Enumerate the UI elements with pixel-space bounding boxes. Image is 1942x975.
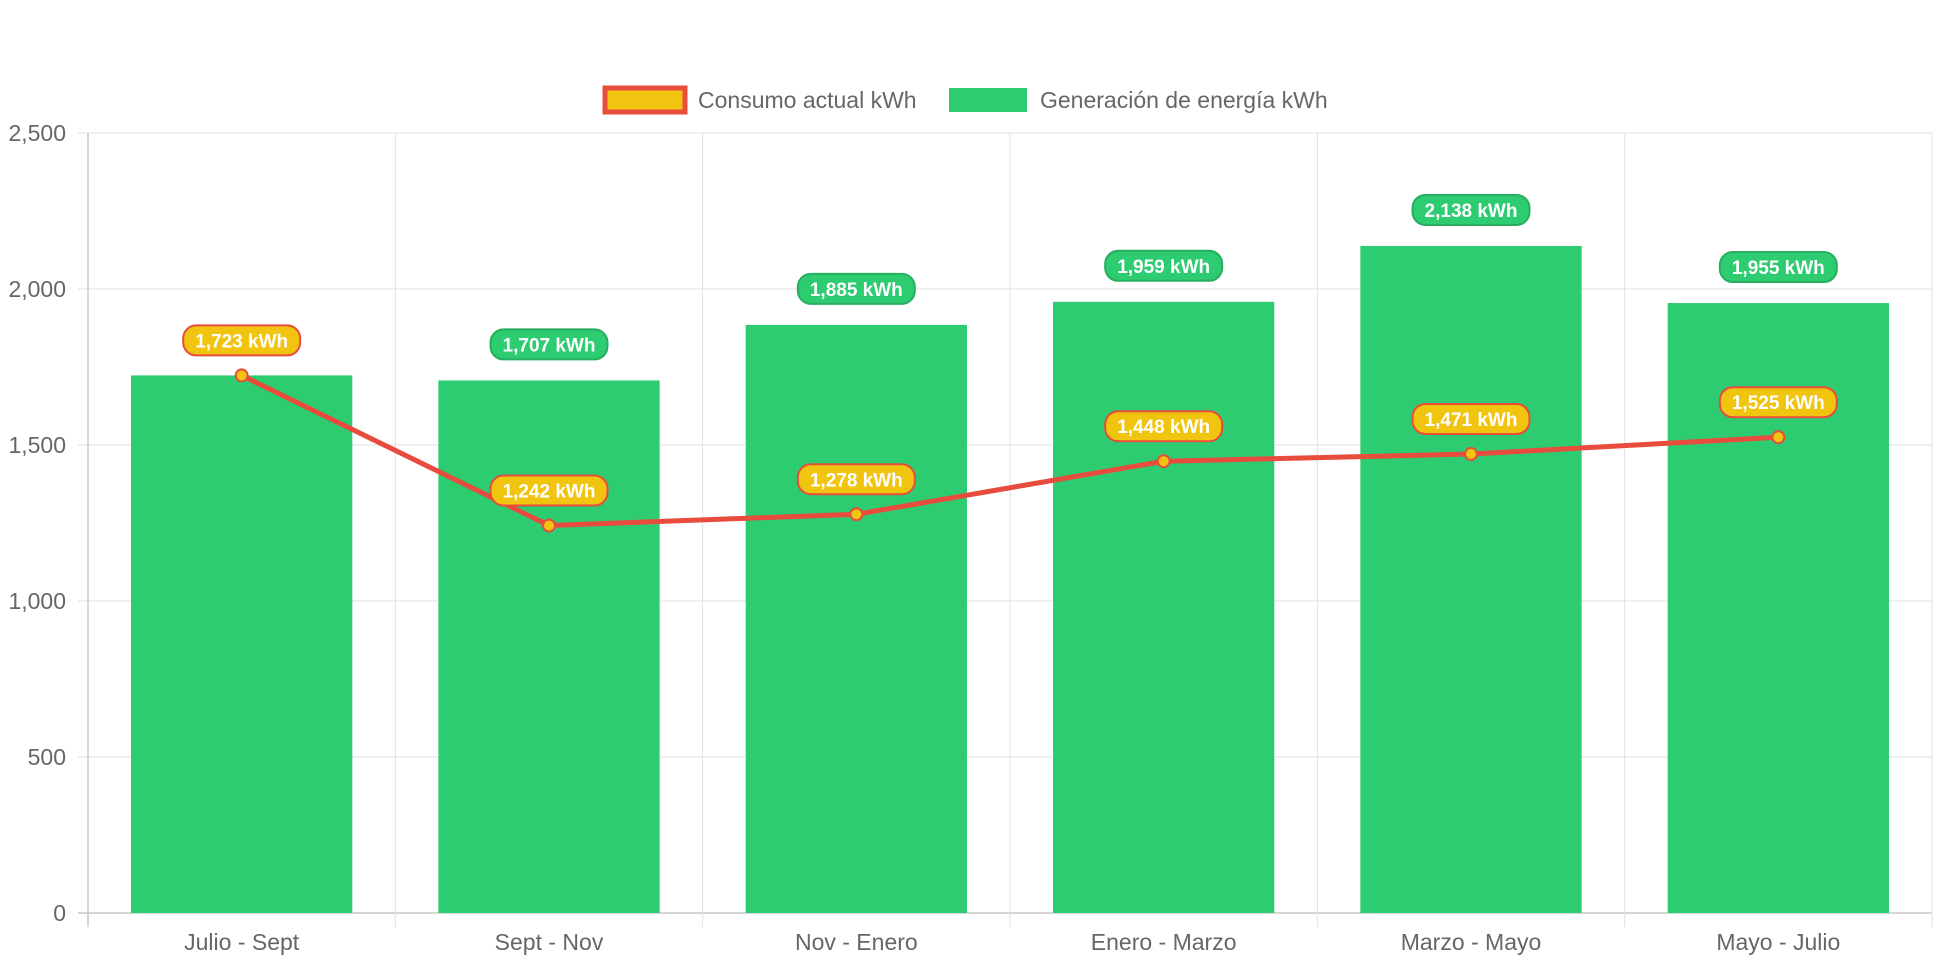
y-tick-label: 1,000 — [8, 588, 66, 614]
bar-data-label: 1,707 kWh — [489, 328, 609, 361]
line-data-label: 1,278 kWh — [796, 463, 916, 496]
x-tick-label: Marzo - Mayo — [1401, 929, 1542, 955]
bar[interactable] — [438, 380, 660, 913]
bar-data-label: 2,138 kWh — [1411, 193, 1531, 226]
grid — [78, 132, 1933, 927]
y-tick-label: 500 — [28, 744, 66, 770]
line-point[interactable] — [234, 368, 249, 383]
line-data-label-text: 1,242 kWh — [503, 481, 596, 502]
legend-swatch-generation — [949, 88, 1027, 112]
line-data-label-text: 1,471 kWh — [1425, 410, 1518, 431]
y-tick-label: 2,500 — [8, 120, 66, 146]
bar-data-label-text: 1,885 kWh — [810, 280, 903, 301]
line-data-label-text: 1,525 kWh — [1732, 393, 1825, 414]
bar[interactable] — [745, 324, 967, 913]
line-point[interactable] — [1156, 454, 1171, 469]
bar-data-label-bg — [1104, 249, 1224, 282]
legend-swatch-consumption — [602, 85, 688, 115]
bar-data-label: 1,955 kWh — [1718, 251, 1838, 284]
line-data-label-bg — [1718, 386, 1838, 419]
bar-data-label-bg — [796, 272, 916, 305]
line-data-label-bg — [1411, 403, 1531, 436]
legend-item-generation[interactable]: Generación de energía kWh — [949, 87, 1328, 113]
bar-data-label-text: 1,955 kWh — [1732, 258, 1825, 279]
bar-data-label-bg — [1411, 193, 1531, 226]
bar-data-label-bg — [489, 328, 609, 361]
line-data-label-text: 1,278 kWh — [810, 470, 903, 491]
bar-data-label-text: 1,707 kWh — [503, 335, 596, 356]
line-point[interactable] — [1464, 447, 1478, 462]
x-tick-label: Nov - Enero — [795, 929, 918, 955]
line-data-label: 1,448 kWh — [1104, 410, 1224, 443]
line-point[interactable] — [1771, 430, 1786, 445]
line-data-label: 1,242 kWh — [489, 474, 609, 507]
line-data-label-bg — [796, 463, 916, 496]
x-tick-label: Mayo - Julio — [1716, 929, 1840, 955]
line-data-label: 1,525 kWh — [1718, 386, 1838, 419]
bar-data-label: 1,959 kWh — [1104, 249, 1224, 282]
line-data-label-bg — [489, 474, 609, 507]
axes: 0 500 1,000 1,500 2,000 2,500 Julio - Sept Sept… — [8, 120, 1840, 955]
bar-data-label-text: 1,959 kWh — [1117, 257, 1210, 278]
line-data-label-bg — [182, 324, 302, 357]
line-point[interactable] — [849, 507, 864, 522]
x-tick-label: Sept - Nov — [495, 929, 604, 955]
bar[interactable] — [1360, 245, 1582, 914]
bar-series — [131, 245, 1889, 914]
legend-label-consumption: Consumo actual kWh — [698, 87, 917, 113]
legend-label-generation: Generación de energía kWh — [1040, 87, 1328, 113]
x-tick-label: Enero - Marzo — [1091, 929, 1237, 955]
y-tick-label: 0 — [53, 900, 66, 926]
line-data-label-bg — [1104, 410, 1224, 443]
line-point[interactable] — [542, 518, 556, 533]
bar-data-label-bg — [1718, 251, 1838, 284]
y-tick-label: 2,000 — [8, 276, 66, 302]
line-data-label: 1,723 kWh — [182, 324, 302, 357]
bar[interactable] — [131, 375, 353, 913]
line-data-label-text: 1,448 kWh — [1117, 417, 1210, 438]
legend[interactable]: Consumo actual kWh Generación de energía … — [602, 85, 1328, 115]
bar-data-label: 1,885 kWh — [796, 272, 916, 305]
line-data-label-text: 1,723 kWh — [195, 331, 288, 352]
line-data-label: 1,471 kWh — [1411, 403, 1531, 436]
x-tick-label: Julio - Sept — [184, 929, 300, 955]
data-labels: 1,707 kWh 1,885 kWh 1,959 kWh 2,138 kWh 1,95… — [182, 193, 1838, 507]
y-tick-label: 1,500 — [8, 432, 66, 458]
bar[interactable] — [1053, 301, 1275, 913]
bar-data-label-text: 2,138 kWh — [1425, 201, 1518, 222]
legend-item-consumption[interactable]: Consumo actual kWh — [602, 85, 917, 115]
